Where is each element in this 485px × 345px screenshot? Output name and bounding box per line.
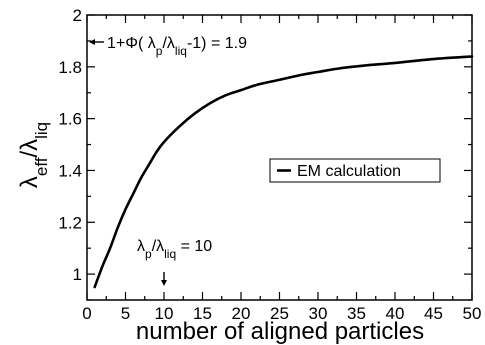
x-tick-labels: 0 5 10 15 20 25 30 35 40 45 50 [82, 304, 481, 323]
legend-entry-em-calculation: EM calculation [297, 163, 401, 180]
y-tick-label: 1.4 [58, 161, 82, 180]
y-tick-label: 1 [73, 265, 82, 284]
annotation-ratio-text: λp/λliq = 10 [137, 238, 212, 261]
x-tick-label: 25 [270, 304, 289, 323]
y-tick-labels: 1 1.2 1.4 1.6 1.8 2 [58, 6, 82, 284]
x-axis-title: number of aligned particles [136, 318, 424, 345]
legend-box [269, 158, 441, 183]
x-tick-label: 35 [347, 304, 366, 323]
legend: EM calculation [269, 158, 441, 183]
x-tick-label: 30 [309, 304, 328, 323]
series-line-em-calculation [93, 55, 474, 289]
x-tick-label: 5 [121, 304, 130, 323]
down-arrow-icon [161, 272, 167, 286]
x-tick-label: 0 [82, 304, 91, 323]
x-tick-label: 15 [193, 304, 212, 323]
left-arrow-icon [89, 39, 104, 45]
annotation-phi: 1+Φ( λp/λliq-1) = 1.9 [89, 35, 247, 58]
x-tick-label: 50 [463, 304, 482, 323]
plot-frame [86, 14, 473, 301]
x-tick-label: 40 [386, 304, 405, 323]
y-tick-label: 1.8 [58, 58, 82, 77]
y-tick-label: 1.2 [58, 213, 82, 232]
y-tick-label: 2 [73, 6, 82, 25]
y-axis-title: λeff/λliq [16, 122, 51, 188]
annotation-ratio: λp/λliq = 10 [137, 238, 212, 286]
x-tick-label: 45 [424, 304, 443, 323]
annotation-phi-text: 1+Φ( λp/λliq-1) = 1.9 [107, 35, 247, 58]
y-tick-label: 1.6 [58, 110, 82, 129]
x-tick-label: 20 [232, 304, 251, 323]
x-tick-label: 10 [155, 304, 174, 323]
